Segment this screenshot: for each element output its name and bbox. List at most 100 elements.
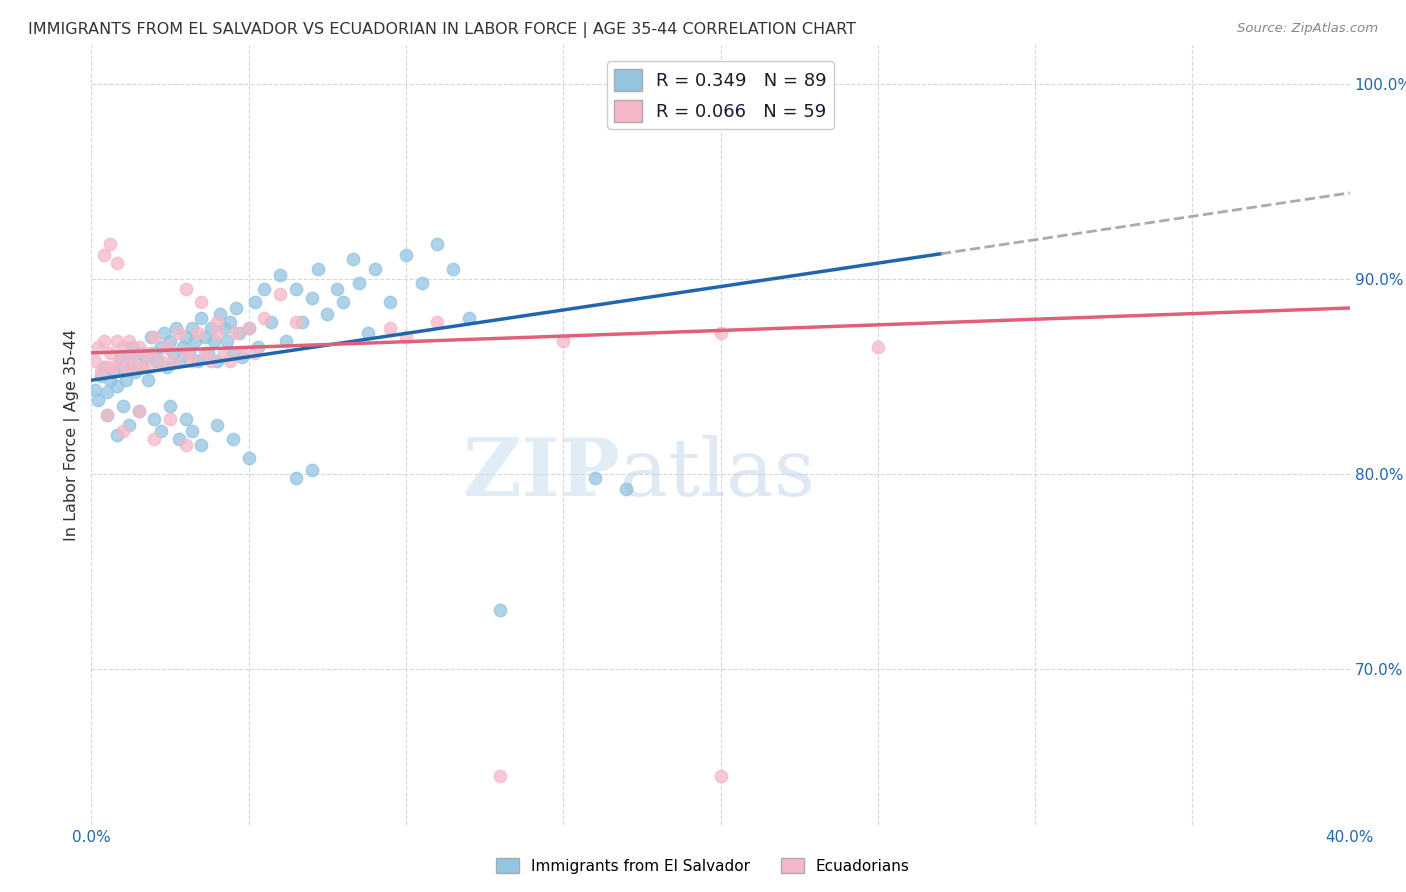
Point (709, 326, 731, 341)
Point (103, 359, 125, 374)
Point (105, 334, 128, 349)
Point (152, 326, 174, 341)
Point (301, 463, 323, 477)
Point (209, 307, 232, 321)
Point (105, 379, 128, 393)
Point (86, 392, 108, 407)
Point (194, 346, 217, 360)
Point (709, 769, 731, 783)
Point (426, 236, 449, 251)
Text: IMMIGRANTS FROM EL SALVADOR VS ECUADORIAN IN LABOR FORCE | AGE 35-44 CORRELATION: IMMIGRANTS FROM EL SALVADOR VS ECUADORIA… (28, 22, 856, 38)
Point (93, 359, 115, 374)
Point (181, 424, 204, 438)
Point (141, 330, 163, 344)
Point (149, 340, 172, 354)
Point (118, 353, 141, 368)
Point (131, 359, 153, 374)
Point (90, 369, 112, 384)
Point (128, 404, 150, 418)
Point (181, 320, 204, 334)
Point (247, 340, 270, 354)
Point (231, 346, 253, 360)
Point (174, 281, 197, 295)
Point (90, 366, 112, 380)
Point (128, 404, 150, 418)
Point (200, 320, 222, 334)
Point (128, 340, 150, 354)
Point (115, 359, 138, 374)
Point (284, 281, 307, 295)
Point (111, 399, 134, 413)
Point (174, 437, 197, 451)
Point (162, 353, 184, 368)
Point (316, 307, 339, 321)
Point (489, 603, 512, 617)
Point (307, 262, 329, 277)
Point (159, 334, 181, 349)
Legend: Immigrants from El Salvador, Ecuadorians: Immigrants from El Salvador, Ecuadorians (491, 852, 915, 880)
Point (205, 418, 228, 433)
Point (205, 315, 228, 329)
Point (177, 346, 200, 360)
Point (253, 281, 276, 295)
Point (136, 373, 159, 387)
Point (489, 769, 512, 783)
Point (83, 383, 105, 397)
Point (143, 412, 166, 426)
Point (96, 409, 118, 423)
Point (441, 262, 464, 277)
Point (197, 346, 219, 360)
Point (411, 276, 433, 290)
Point (121, 340, 143, 354)
Point (205, 353, 228, 368)
Point (121, 350, 143, 364)
Point (225, 301, 247, 315)
Point (222, 432, 245, 446)
Point (238, 451, 260, 466)
Point (228, 326, 250, 341)
Point (103, 366, 125, 380)
Point (380, 295, 402, 310)
Point (284, 471, 307, 485)
Point (243, 346, 266, 360)
Point (276, 334, 298, 349)
Point (174, 330, 197, 344)
Point (187, 353, 209, 368)
Point (159, 399, 181, 413)
Text: Source: ZipAtlas.com: Source: ZipAtlas.com (1237, 22, 1378, 36)
Point (222, 346, 245, 360)
Point (553, 334, 575, 349)
Point (342, 252, 364, 267)
Point (190, 437, 212, 451)
Point (238, 320, 260, 334)
Point (238, 320, 260, 334)
Point (395, 248, 418, 262)
Point (225, 326, 247, 341)
Point (105, 256, 128, 270)
Point (96, 359, 118, 374)
Point (136, 359, 159, 374)
Point (83, 353, 105, 368)
Point (98, 373, 121, 387)
Point (169, 353, 191, 368)
Text: atlas: atlas (620, 435, 815, 513)
Point (174, 346, 197, 360)
Point (128, 346, 150, 360)
Point (326, 281, 349, 295)
Point (218, 315, 240, 329)
Point (98, 236, 121, 251)
Point (118, 418, 141, 433)
Point (146, 353, 169, 368)
Point (156, 340, 179, 354)
Point (169, 432, 191, 446)
Point (124, 359, 146, 374)
Point (181, 353, 204, 368)
Point (215, 334, 238, 349)
Point (457, 310, 479, 325)
Point (118, 334, 141, 349)
Point (187, 326, 209, 341)
Point (269, 268, 291, 282)
Point (172, 340, 194, 354)
Point (253, 310, 276, 325)
Point (93, 334, 115, 349)
